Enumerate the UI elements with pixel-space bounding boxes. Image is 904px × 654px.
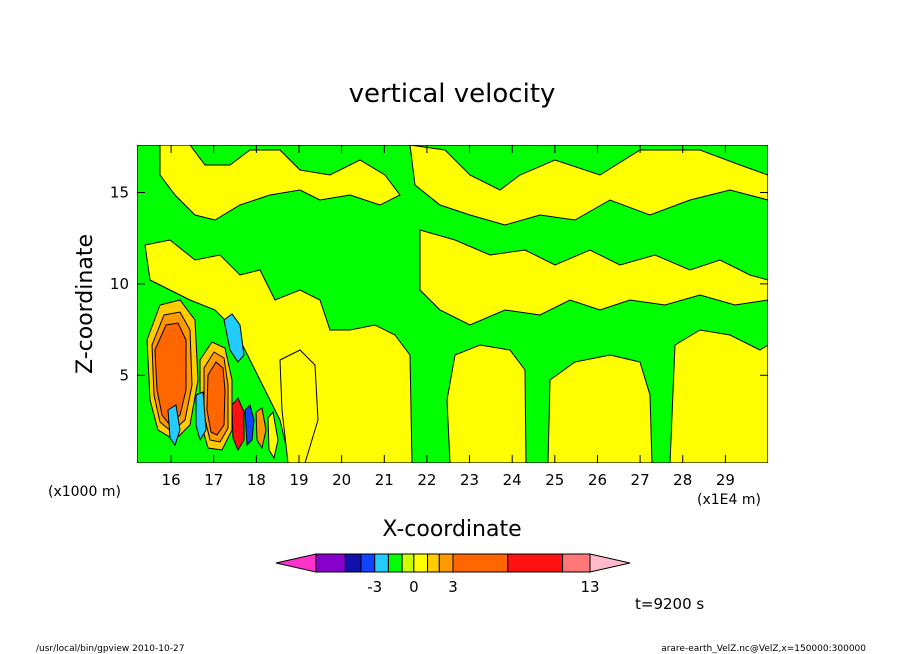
colorbar-high-arrow [589,553,631,573]
colorbar-box [452,553,509,573]
plot-area [137,145,768,463]
contour-yellow-region [267,410,279,460]
time-label: t=9200 s [635,595,704,613]
contour-yellow-region [159,145,401,221]
contour-yellow-region [409,145,768,226]
contour-updraft-7 [206,361,226,436]
colorbar-box [315,553,346,573]
y-tick-label: 15 [110,184,129,202]
contour-downdraft [195,391,207,442]
x-tick-label: 20 [332,471,351,489]
colorbar-label: -3 [367,578,382,596]
chart-title: vertical velocity [349,79,556,109]
y-tick-label: 5 [119,366,129,384]
contour-downdraft-strong [244,404,255,447]
x-axis: 16 17 18 19 20 21 22 23 24 25 26 27 28 29 [162,145,735,489]
x-tick-label: 25 [545,471,564,489]
colorbar-box [387,553,403,573]
contour-yellow-region [144,239,413,463]
contour-fields [144,145,768,463]
contour-yellow-region [279,349,319,463]
contour-updraft-7 [154,322,187,426]
y-axis-label: Z-coordinate [73,234,98,374]
contour-downdraft [223,313,245,363]
footer-left: /usr/local/bin/gpview 2010-10-27 [36,644,184,654]
x-tick-label: 21 [375,471,394,489]
colorbar-label: 13 [580,578,599,596]
colorbar-box [374,553,389,573]
colorbar-low-arrow [275,553,317,573]
colorbar-label: 0 [409,578,419,596]
contour-updraft-11 [231,397,245,452]
colorbar-label: 3 [448,578,458,596]
colorbar-box [360,553,376,573]
x-tick-label: 17 [204,471,223,489]
footer-right: arare-earth_VelZ.nc@VelZ,x=150000:300000 [661,644,866,654]
contour-yellow-region [419,229,768,326]
contour-yellow-region [547,354,653,463]
x-tick-label: 23 [460,471,479,489]
y-tick-label: 10 [110,275,129,293]
colorbar-box [427,553,440,573]
y-axis: 5 10 15 [110,184,768,384]
colorbar-box [413,553,429,573]
x-tick-label: 18 [247,471,266,489]
x-tick-label: 19 [289,471,308,489]
x-tick-label: 22 [417,471,436,489]
colorbar [275,553,631,573]
colorbar-box [401,553,415,573]
colorbar-box [438,553,454,573]
colorbar-box [507,553,564,573]
x-tick-label: 16 [162,471,181,489]
colorbar-box [562,553,591,573]
x-tick-label: 26 [588,471,607,489]
y-unit-label: (x1000 m) [48,484,121,500]
x-tick-label: 28 [673,471,692,489]
contour-updraft-3 [255,407,267,450]
x-axis-label: X-coordinate [382,517,521,542]
colorbar-box [344,553,362,573]
contour-yellow-region [669,329,768,463]
x-tick-label: 29 [716,471,735,489]
contour-downdraft [167,404,181,447]
colorbar-labels: -3 0 3 13 [367,578,599,596]
x-tick-label: 27 [631,471,650,489]
x-unit-label: (x1E4 m) [697,492,761,508]
contour-yellow-region [446,344,527,463]
x-tick-label: 24 [503,471,522,489]
